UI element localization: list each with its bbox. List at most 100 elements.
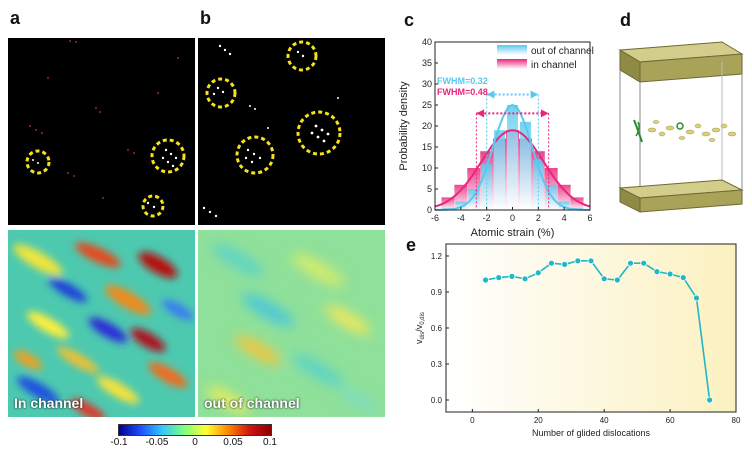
data-point — [587, 257, 595, 265]
atom-bright-b — [202, 44, 339, 218]
y-tick-label: 1.2 — [431, 252, 443, 261]
x-tick-label: 6 — [587, 213, 592, 223]
x-tick-label: 20 — [534, 416, 543, 425]
y-tick-label: 0 — [427, 205, 432, 215]
atom-dots-a — [29, 40, 179, 199]
y-axis-label: Probability density — [398, 81, 410, 171]
y-axis-label: vdis/v0,dis — [414, 312, 426, 344]
data-point — [508, 273, 516, 280]
dislocation-circles-b — [205, 40, 342, 175]
data-point — [666, 270, 674, 278]
x-tick-label: 2 — [536, 213, 541, 223]
data-point — [561, 260, 569, 268]
legend-label-in: in channel — [531, 60, 577, 71]
data-point — [534, 269, 542, 277]
dislocation-circles-a — [25, 138, 186, 218]
legend-label-out: out of channel — [531, 46, 594, 57]
colorbar-tick: 0.1 — [263, 437, 277, 448]
y-axis-label-sub: dis — [420, 332, 426, 340]
y-tick-label: 0.0 — [431, 396, 443, 405]
y-tick-label: 30 — [422, 79, 432, 89]
panel-letter-c: c — [404, 10, 415, 30]
panel-letter-a: a — [10, 8, 21, 28]
y-tick-label: 0.6 — [431, 324, 443, 333]
data-point — [574, 257, 582, 265]
strain-map-in-svg — [8, 230, 195, 417]
bar-out-of-channel — [455, 201, 467, 210]
data-point — [679, 274, 687, 281]
strain-blobs-out — [206, 243, 378, 414]
y-tick-label: 0.3 — [431, 360, 443, 369]
y-tick-label: 25 — [422, 100, 432, 110]
box-bottom-side-front — [639, 189, 743, 213]
bar-out-of-channel — [468, 189, 480, 210]
atom-bright-a — [32, 148, 178, 209]
y-axis-label-part: v — [414, 339, 424, 344]
panel-letter-b: b — [200, 8, 211, 28]
y-tick-label: 20 — [422, 121, 432, 131]
x-tick-label: 0 — [510, 213, 515, 223]
data-point — [495, 274, 503, 281]
atomic-image-b — [198, 38, 385, 225]
bar-out-of-channel — [494, 130, 506, 210]
data-point — [482, 276, 489, 284]
in-channel-label: In channel — [14, 395, 84, 411]
bar-in-channel — [570, 197, 584, 210]
x-tick-label: -2 — [483, 213, 491, 223]
fwhm-arrowhead — [530, 90, 539, 99]
data-point — [627, 259, 634, 267]
y-tick-label: 0.9 — [431, 288, 443, 297]
colorbar-tick: 0 — [192, 437, 198, 448]
dislocation-segments — [633, 119, 737, 143]
bar-out-of-channel — [532, 159, 544, 210]
x-tick-label: 60 — [666, 416, 675, 425]
y-tick-label: 35 — [422, 58, 432, 68]
fwhm-label-in: FWHM=0.48 — [437, 87, 488, 97]
strain-blobs-in — [13, 242, 194, 417]
atomic-image-a-svg — [25, 40, 186, 218]
y-tick-label: 15 — [422, 142, 432, 152]
atomic-image-a — [8, 38, 195, 225]
x-axis-label: Number of glided dislocations — [532, 428, 651, 438]
x-tick-label: 0 — [470, 416, 475, 425]
data-point — [653, 268, 661, 275]
y-tick-label: 10 — [422, 163, 432, 173]
out-channel-label: out of channel — [204, 395, 300, 411]
fwhm-label-out: FWHM=0.32 — [437, 76, 488, 86]
fwhm-arrowhead — [540, 109, 549, 118]
legend-swatch-out — [497, 45, 527, 55]
data-point — [548, 259, 555, 267]
colorbar-tick: -0.05 — [145, 437, 169, 448]
bar-in-channel — [441, 197, 455, 210]
data-point — [613, 276, 621, 284]
y-axis-label-sub: 0,dis — [420, 312, 426, 325]
fwhm-arrowhead — [486, 90, 495, 99]
colorbar — [118, 424, 272, 436]
velocity-line-chart: 0.0 0.3 0.6 0.9 1.2 0 20 40 60 80 Number of glided… — [414, 243, 741, 438]
data-point — [521, 275, 529, 283]
colorbar-tick: -0.1 — [110, 437, 128, 448]
panel-letter-e: e — [406, 235, 417, 255]
plot-frame — [445, 243, 737, 413]
x-axis-label: Atomic strain (%) — [471, 227, 555, 239]
legend-swatch-in — [497, 59, 527, 69]
x-tick-label: 80 — [732, 416, 741, 425]
fwhm-arrowhead — [476, 109, 485, 118]
y-tick-label: 40 — [422, 37, 432, 47]
fit-curve-in-channel — [434, 129, 591, 208]
simulation-box-illustration — [618, 41, 744, 213]
data-point — [706, 396, 714, 404]
y-tick-label: 5 — [427, 184, 432, 194]
strain-map-out-svg — [198, 230, 385, 417]
bar-out-of-channel — [507, 105, 518, 210]
x-tick-label: -4 — [457, 213, 465, 223]
colorbar-tick: 0.05 — [223, 437, 243, 448]
atomic-image-b-svg — [202, 40, 342, 218]
x-tick-label: 40 — [600, 416, 609, 425]
strain-map-out-channel: out of channel — [198, 230, 385, 417]
data-point — [640, 259, 648, 267]
bar-out-of-channel — [519, 121, 531, 210]
strain-map-in-channel: In channel — [8, 230, 195, 417]
data-point — [693, 294, 700, 302]
